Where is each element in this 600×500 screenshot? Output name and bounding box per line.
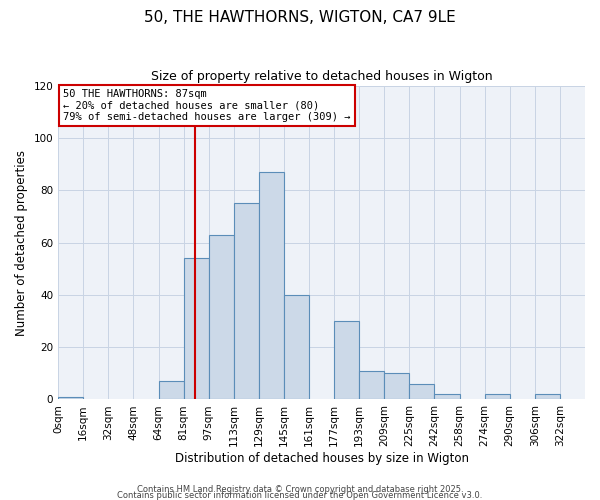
Bar — [485, 394, 510, 400]
Bar — [158, 381, 184, 400]
Bar — [209, 234, 234, 400]
Bar — [434, 394, 460, 400]
Bar — [184, 258, 209, 400]
Bar — [58, 397, 83, 400]
Bar — [259, 172, 284, 400]
Bar — [535, 394, 560, 400]
Text: Contains public sector information licensed under the Open Government Licence v3: Contains public sector information licen… — [118, 490, 482, 500]
X-axis label: Distribution of detached houses by size in Wigton: Distribution of detached houses by size … — [175, 452, 469, 465]
Text: 50 THE HAWTHORNS: 87sqm
← 20% of detached houses are smaller (80)
79% of semi-de: 50 THE HAWTHORNS: 87sqm ← 20% of detache… — [64, 88, 351, 122]
Bar — [334, 321, 359, 400]
Text: 50, THE HAWTHORNS, WIGTON, CA7 9LE: 50, THE HAWTHORNS, WIGTON, CA7 9LE — [144, 10, 456, 25]
Bar — [359, 370, 385, 400]
Y-axis label: Number of detached properties: Number of detached properties — [15, 150, 28, 336]
Bar — [234, 204, 259, 400]
Bar — [284, 295, 309, 400]
Text: Contains HM Land Registry data © Crown copyright and database right 2025.: Contains HM Land Registry data © Crown c… — [137, 484, 463, 494]
Bar — [409, 384, 434, 400]
Bar — [385, 374, 409, 400]
Title: Size of property relative to detached houses in Wigton: Size of property relative to detached ho… — [151, 70, 493, 83]
